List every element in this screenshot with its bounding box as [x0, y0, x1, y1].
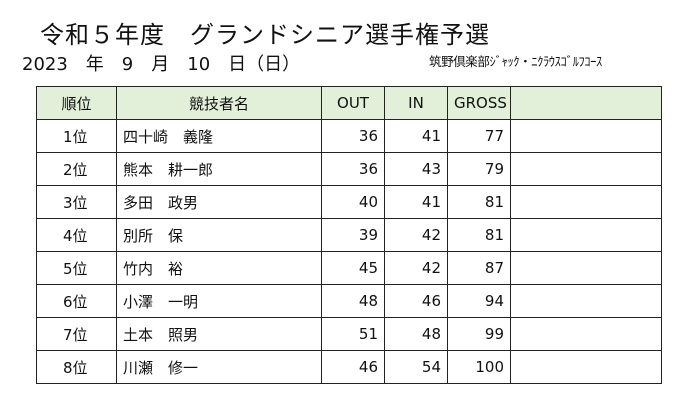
table-row: 1位 四十崎 義隆 36 41 77	[36, 119, 662, 153]
rank-cell: 3位	[36, 185, 117, 219]
in-cell: 48	[384, 317, 448, 351]
out-cell: 45	[321, 251, 385, 285]
table-row: 3位 多田 政男 40 41 81	[36, 185, 662, 219]
blank-cell	[510, 152, 662, 186]
table-row: 5位 竹内 裕 45 42 87	[36, 251, 662, 285]
in-cell: 41	[384, 119, 448, 153]
table-row: 4位 別所 保 39 42 81	[36, 218, 662, 252]
blank-cell	[510, 317, 662, 351]
header-in: IN	[384, 86, 448, 120]
name-cell: 川瀬 修一	[116, 350, 322, 384]
name-cell: 別所 保	[116, 218, 322, 252]
blank-cell	[510, 251, 662, 285]
rank-cell: 7位	[36, 317, 117, 351]
rank-cell: 2位	[36, 152, 117, 186]
name-cell: 四十崎 義隆	[116, 119, 322, 153]
gross-cell: 94	[447, 284, 511, 318]
header-out: OUT	[321, 86, 385, 120]
header-rank: 順位	[36, 86, 117, 120]
gross-cell: 99	[447, 317, 511, 351]
out-cell: 39	[321, 218, 385, 252]
rank-cell: 6位	[36, 284, 117, 318]
gross-cell: 79	[447, 152, 511, 186]
gross-cell: 87	[447, 251, 511, 285]
blank-cell	[510, 185, 662, 219]
gross-cell: 81	[447, 185, 511, 219]
name-cell: 土本 照男	[116, 317, 322, 351]
rank-cell: 8位	[36, 350, 117, 384]
out-cell: 48	[321, 284, 385, 318]
page-title: 令和５年度 グランドシニア選手権予選	[40, 21, 490, 49]
header-gross: GROSS	[447, 86, 511, 120]
out-cell: 40	[321, 185, 385, 219]
header-blank	[510, 86, 662, 120]
rank-cell: 4位	[36, 218, 117, 252]
gross-cell: 77	[447, 119, 511, 153]
rank-cell: 5位	[36, 251, 117, 285]
in-cell: 42	[384, 251, 448, 285]
out-cell: 36	[321, 119, 385, 153]
in-cell: 41	[384, 185, 448, 219]
name-cell: 熊本 耕一郎	[116, 152, 322, 186]
blank-cell	[510, 350, 662, 384]
header-name: 競技者名	[116, 86, 322, 120]
in-cell: 46	[384, 284, 448, 318]
results-table: 順位 競技者名 OUT IN GROSS 1位 四十崎 義隆 36 41 77 …	[36, 86, 662, 384]
name-cell: 小澤 一明	[116, 284, 322, 318]
rank-cell: 1位	[36, 119, 117, 153]
table-row: 7位 土本 照男 51 48 99	[36, 317, 662, 351]
event-date: 2023 年 9 月 10 日（日）	[22, 54, 301, 75]
gross-cell: 81	[447, 218, 511, 252]
in-cell: 54	[384, 350, 448, 384]
in-cell: 42	[384, 218, 448, 252]
out-cell: 51	[321, 317, 385, 351]
out-cell: 36	[321, 152, 385, 186]
name-cell: 多田 政男	[116, 185, 322, 219]
gross-cell: 100	[447, 350, 511, 384]
header-row: 順位 競技者名 OUT IN GROSS	[36, 86, 662, 120]
blank-cell	[510, 284, 662, 318]
in-cell: 43	[384, 152, 448, 186]
name-cell: 竹内 裕	[116, 251, 322, 285]
table-row: 8位 川瀬 修一 46 54 100	[36, 350, 662, 384]
results-table-header: 順位 競技者名 OUT IN GROSS	[36, 86, 662, 120]
table-row: 6位 小澤 一明 48 46 94	[36, 284, 662, 318]
table-row: 2位 熊本 耕一郎 36 43 79	[36, 152, 662, 186]
venue-name: 筑野倶楽部ｼﾞｬｯｸ・ﾆｸﾗｳｽｺﾞﾙﾌｺｰｽ	[429, 54, 602, 69]
out-cell: 46	[321, 350, 385, 384]
blank-cell	[510, 218, 662, 252]
blank-cell	[510, 119, 662, 153]
results-table-body: 1位 四十崎 義隆 36 41 77 2位 熊本 耕一郎 36 43 79 3位…	[36, 119, 662, 384]
